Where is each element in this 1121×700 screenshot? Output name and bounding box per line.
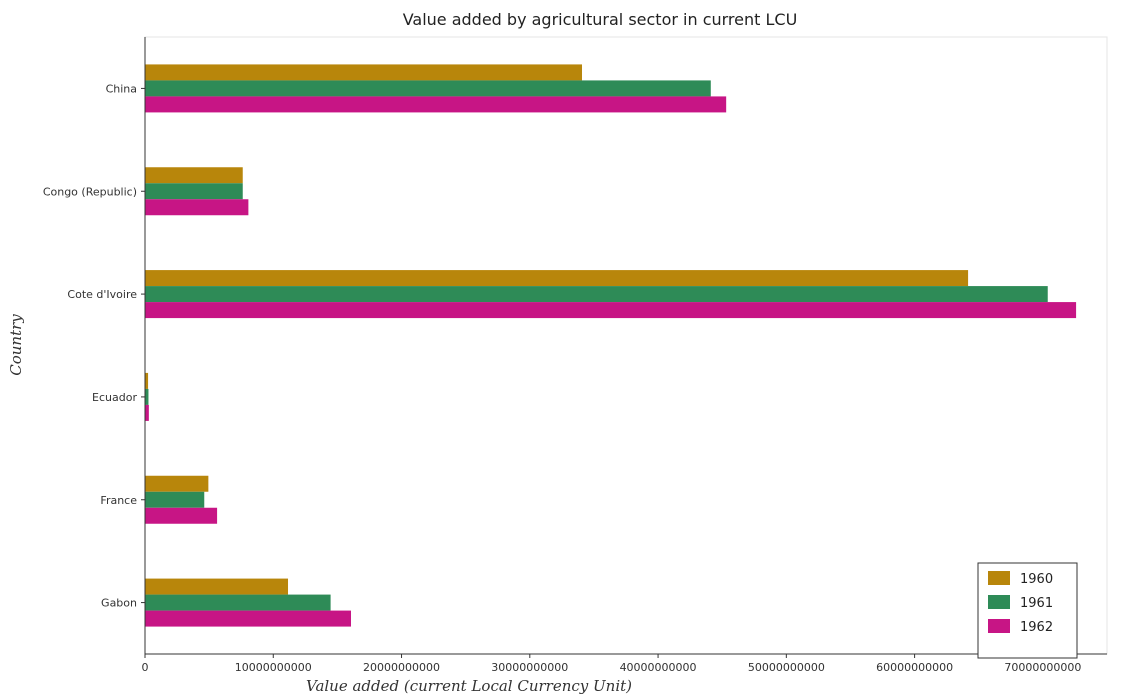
legend-swatch-1961 [988, 595, 1010, 609]
y-tick-label: Cote d'Ivoire [67, 288, 137, 301]
x-tick-label: 20000000000 [363, 661, 440, 674]
y-tick-label: Ecuador [92, 391, 137, 404]
bar-1960-1 [145, 167, 243, 184]
bar-1962-0 [145, 96, 727, 113]
x-tick-label: 70000000000 [1004, 661, 1081, 674]
plot-area [144, 36, 1108, 655]
bar-1961-3 [145, 388, 149, 405]
bar-1962-4 [145, 507, 218, 524]
x-tick-label: 60000000000 [876, 661, 953, 674]
y-axis-label: Country [7, 314, 25, 376]
bar-1960-5 [145, 578, 289, 595]
x-tick-label: 0 [142, 661, 149, 674]
bar-1961-0 [145, 80, 711, 97]
bar-1960-2 [145, 270, 969, 287]
bar-1961-5 [145, 594, 331, 611]
x-tick-label: 40000000000 [620, 661, 697, 674]
x-axis: 0 10000000000 20000000000 30000000000 400000… [142, 653, 1107, 674]
bar-1962-5 [145, 610, 351, 627]
legend-swatch-1960 [988, 571, 1010, 585]
bar-1960-4 [145, 475, 209, 492]
bar-1960-3 [145, 372, 149, 389]
bars-group [145, 64, 1077, 627]
legend: 1960 1961 1962 [977, 562, 1078, 659]
y-tick-label: France [100, 494, 137, 507]
chart-title: Value added by agricultural sector in cu… [403, 10, 798, 29]
x-tick-label: 50000000000 [748, 661, 825, 674]
x-axis-label: Value added (current Local Currency Unit… [306, 677, 632, 695]
bar-1962-3 [145, 404, 149, 421]
y-tick-label: China [106, 82, 137, 95]
y-tick-label: Gabon [101, 597, 137, 610]
y-tick-label: Congo (Republic) [43, 185, 137, 198]
legend-swatch-1962 [988, 619, 1010, 633]
bar-1961-2 [145, 286, 1048, 303]
legend-label-1960: 1960 [1020, 572, 1053, 587]
x-tick-label: 30000000000 [491, 661, 568, 674]
y-axis: China Congo (Republic) Cote d'Ivoire Ecuado… [43, 37, 146, 654]
bar-1961-1 [145, 183, 243, 200]
bar-1962-1 [145, 199, 249, 216]
bar-1961-4 [145, 491, 205, 508]
legend-label-1962: 1962 [1020, 620, 1053, 635]
bar-1960-0 [145, 64, 583, 81]
bar-1962-2 [145, 302, 1077, 319]
x-tick-label: 10000000000 [235, 661, 312, 674]
legend-label-1961: 1961 [1020, 596, 1053, 611]
